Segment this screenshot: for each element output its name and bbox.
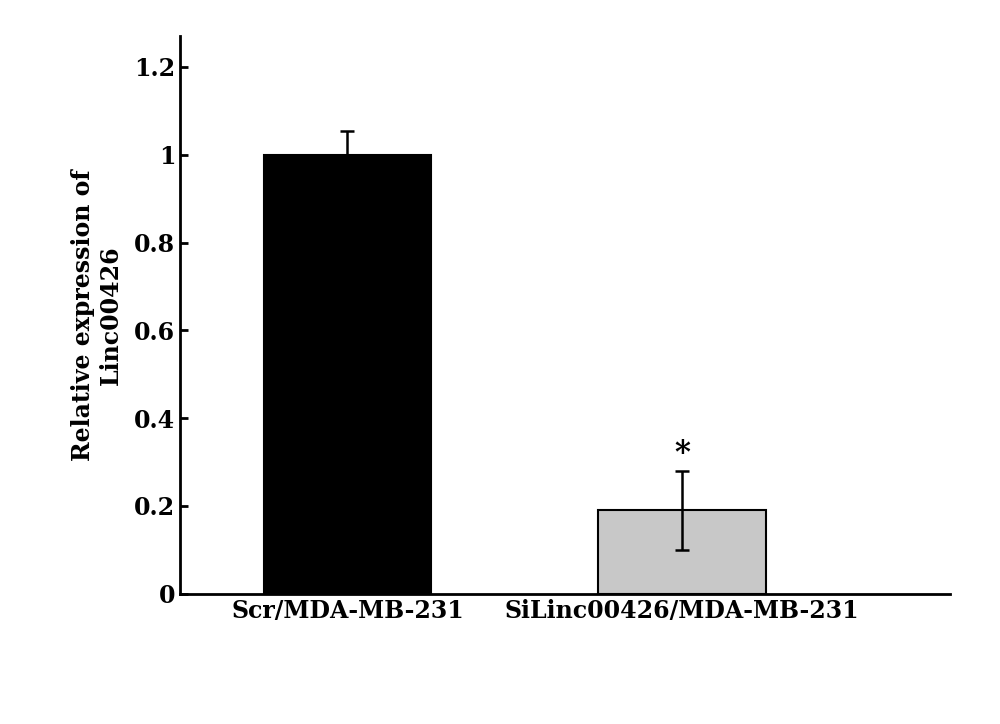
Bar bbox=[598, 510, 766, 594]
Text: *: * bbox=[674, 437, 690, 468]
Y-axis label: Relative expression of
Linc00426: Relative expression of Linc00426 bbox=[71, 169, 123, 460]
Bar bbox=[264, 155, 431, 594]
